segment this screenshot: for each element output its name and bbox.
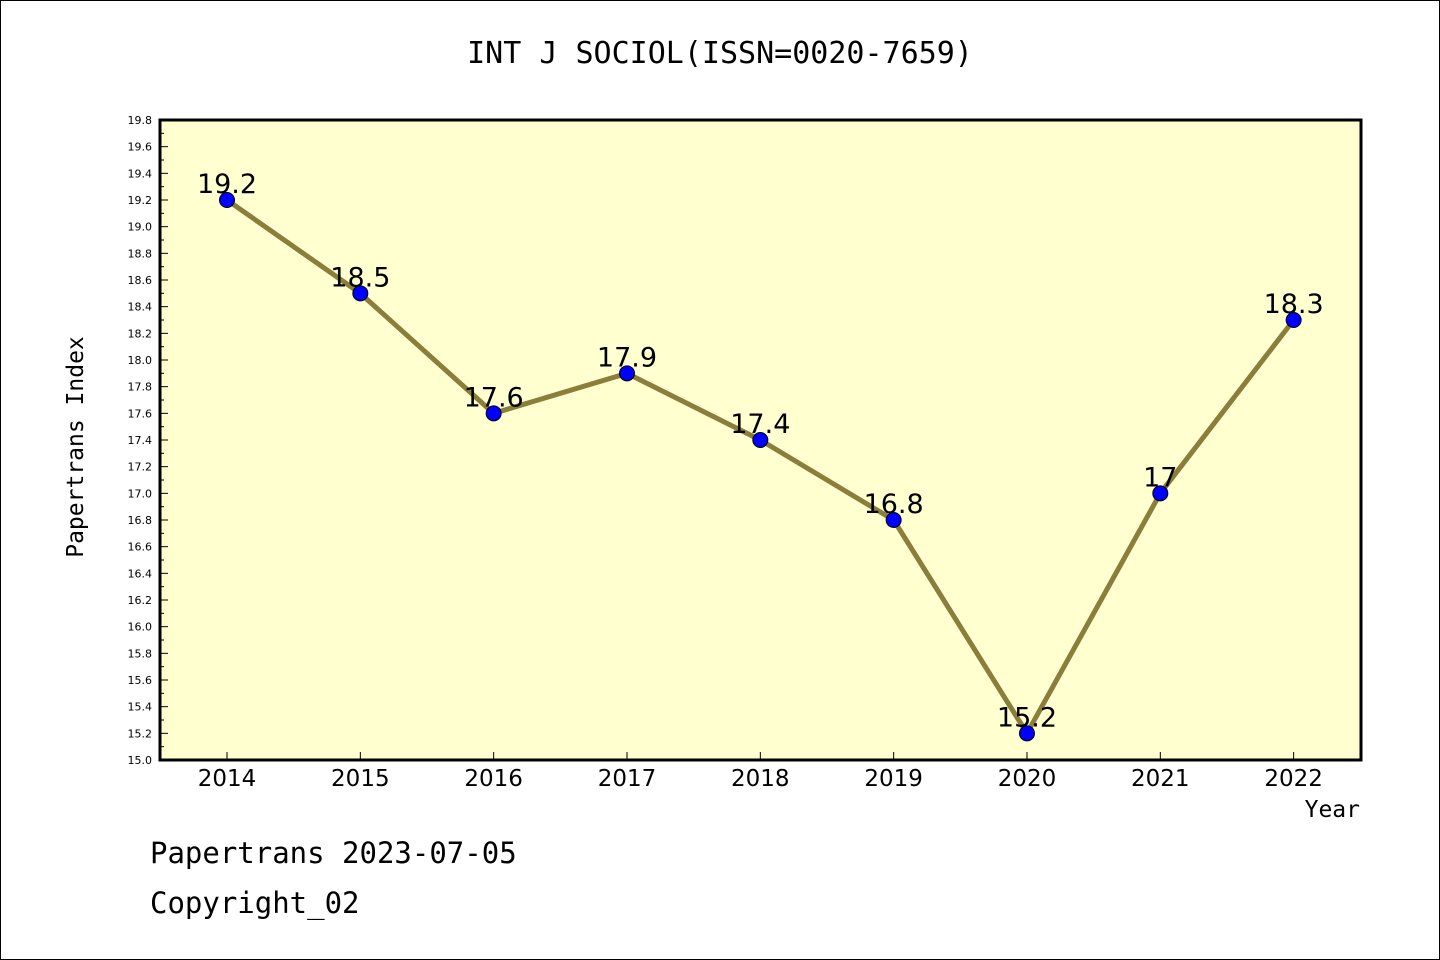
y-tick-label: 15.8 [128,647,153,660]
y-tick-label: 15.2 [128,727,153,740]
x-tick-label: 2014 [198,766,257,792]
y-tick-label: 18.4 [128,301,153,314]
data-point [1285,312,1302,328]
y-tick-label: 19.2 [128,194,153,207]
footer-copyright: Copyright_02 [150,886,360,920]
x-tick-label: 2018 [731,766,790,792]
data-label: 17 [1143,462,1177,493]
y-tick-label: 18.2 [128,327,153,340]
data-point [1152,485,1169,502]
data-point [885,512,902,528]
data-point [485,405,502,422]
y-tick-label: 16.4 [128,567,153,580]
y-tick-label: 19.0 [128,221,153,234]
y-tick-label: 15.6 [128,674,153,687]
y-tick-label: 18.8 [128,247,153,260]
y-tick-label: 17.4 [128,434,153,447]
y-tick-label: 17.8 [128,381,153,394]
y-tick-label: 18.0 [128,354,153,367]
x-tick-label: 2022 [1264,766,1323,792]
data-point [219,192,235,208]
y-tick-label: 17.0 [128,487,153,500]
y-tick-label: 19.8 [128,114,153,127]
data-label: 18.3 [1264,289,1324,320]
y-tick-label: 16.8 [128,514,153,527]
x-tick-label: 2015 [331,766,390,792]
data-label: 16.8 [864,489,924,520]
x-tick-label: 2019 [864,766,923,792]
y-tick-label: 17.2 [128,461,153,474]
data-label: 15.2 [997,702,1057,733]
y-tick-label: 18.6 [128,274,153,287]
y-tick-label: 15.0 [128,754,153,767]
data-point [352,285,369,302]
data-label: 17.6 [464,382,524,413]
x-axis-label: Year [1304,797,1360,823]
y-tick-label: 19.4 [128,167,153,180]
data-point [1018,725,1035,742]
data-label: 19.2 [197,169,257,200]
data-point [752,432,769,448]
x-tick-label: 2021 [1131,766,1190,792]
y-tick-label: 19.6 [128,141,153,154]
data-label: 17.4 [730,409,790,440]
y-tick-label: 16.0 [128,621,153,634]
data-label: 18.5 [330,262,390,293]
data-label: 17.9 [597,342,657,373]
footer-date: Papertrans 2023-07-05 [150,836,517,870]
x-tick-label: 2016 [464,766,523,792]
y-tick-label: 17.6 [128,407,153,420]
x-tick-label: 2020 [998,766,1057,792]
y-tick-label: 16.6 [128,541,153,554]
y-tick-label: 15.4 [128,701,153,714]
chart-title: INT J SOCIOL(ISSN=0020-7659) [467,36,973,71]
x-tick-label: 2017 [598,766,657,792]
data-point [618,365,635,382]
y-tick-label: 16.2 [128,594,153,607]
